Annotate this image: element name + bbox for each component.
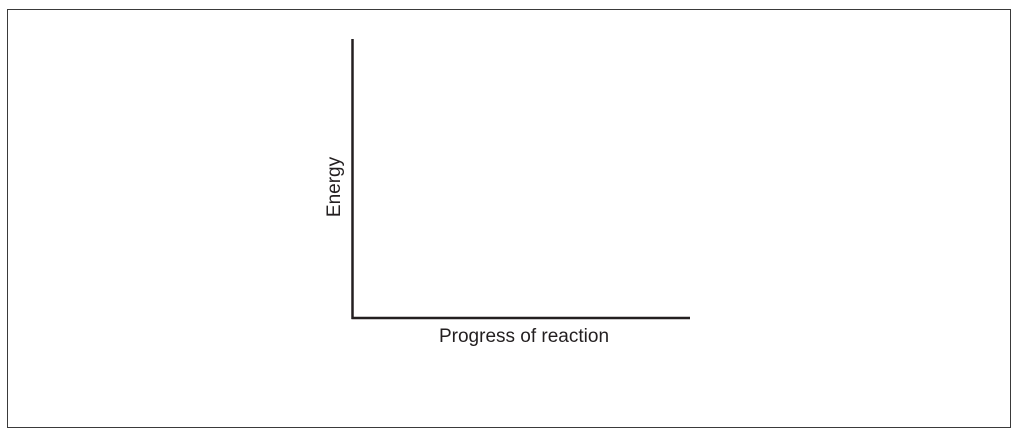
y-axis-label: Energy xyxy=(324,156,345,217)
x-axis-label: Progress of reaction xyxy=(439,326,609,347)
frame xyxy=(7,9,1011,428)
